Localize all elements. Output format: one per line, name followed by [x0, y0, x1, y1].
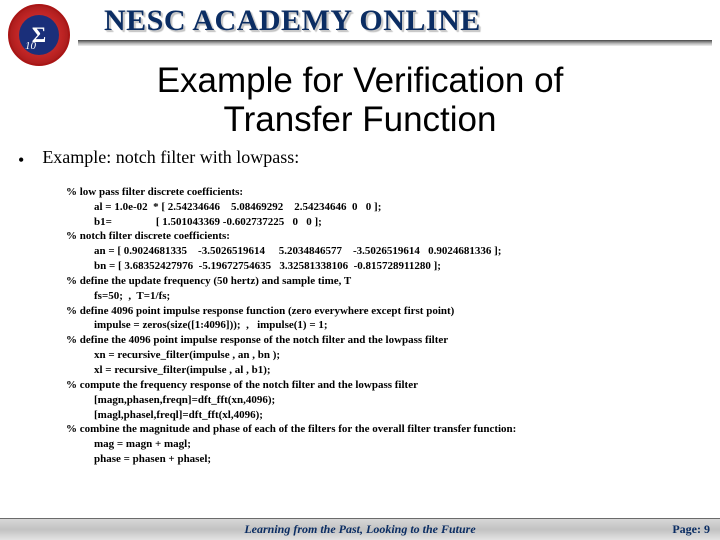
code-line: % combine the magnitude and phase of eac…: [66, 423, 516, 435]
slide-title: Example for Verification of Transfer Fun…: [0, 62, 720, 139]
footer-text: Learning from the Past, Looking to the F…: [244, 522, 475, 537]
code-line: xn = recursive_filter(impulse , an , bn …: [66, 348, 702, 363]
code-line: % low pass filter discrete coefficients:: [66, 186, 243, 198]
code-line: impulse = zeros(size([1:4096])); , impul…: [66, 318, 702, 333]
footer: Learning from the Past, Looking to the F…: [0, 518, 720, 540]
code-line: % define 4096 point impulse response fun…: [66, 305, 454, 317]
code-line: % define the 4096 point impulse response…: [66, 334, 448, 346]
nesc-logo: Σ 10: [8, 4, 70, 66]
banner-title: NESC ACADEMY ONLINE: [104, 4, 481, 38]
code-line: mag = magn + magl;: [66, 437, 702, 452]
code-line: xl = recursive_filter(impulse , al , b1)…: [66, 363, 702, 378]
code-line: phase = phasen + phasel;: [66, 452, 702, 467]
code-line: al = 1.0e-02 * [ 2.54234646 5.08469292 2…: [66, 200, 702, 215]
page-number: Page: 9: [672, 522, 710, 537]
header-divider: [78, 40, 712, 46]
bullet-icon: •: [18, 147, 24, 170]
logo-inner-circle: Σ 10: [19, 15, 59, 55]
code-block: % low pass filter discrete coefficients:…: [18, 170, 702, 467]
code-line: an = [ 0.9024681335 -3.5026519614 5.2034…: [66, 244, 702, 259]
header: Σ 10 NESC ACADEMY ONLINE: [0, 0, 720, 60]
logo-outer-ring: Σ 10: [8, 4, 70, 66]
code-line: [magn,phasen,freqn]=dft_fft(xn,4096);: [66, 393, 702, 408]
code-line: [magl,phasel,freql]=dft_fft(xl,4096);: [66, 408, 702, 423]
code-line: bn = [ 3.68352427976 -5.19672754635 3.32…: [66, 259, 702, 274]
content-area: • Example: notch filter with lowpass: % …: [0, 139, 720, 467]
example-label: Example: notch filter with lowpass:: [42, 147, 299, 168]
example-bullet-row: • Example: notch filter with lowpass:: [18, 147, 702, 170]
code-line: % notch filter discrete coefficients:: [66, 230, 230, 242]
slide-title-line1: Example for Verification of: [157, 61, 564, 100]
code-line: % compute the frequency response of the …: [66, 379, 418, 391]
slide-title-line2: Transfer Function: [224, 100, 497, 139]
code-line: b1= [ 1.501043369 -0.602737225 0 0 ];: [66, 215, 702, 230]
code-line: % define the update frequency (50 hertz)…: [66, 275, 351, 287]
code-line: fs=50; , T=1/fs;: [66, 289, 702, 304]
logo-ten: 10: [25, 40, 36, 52]
